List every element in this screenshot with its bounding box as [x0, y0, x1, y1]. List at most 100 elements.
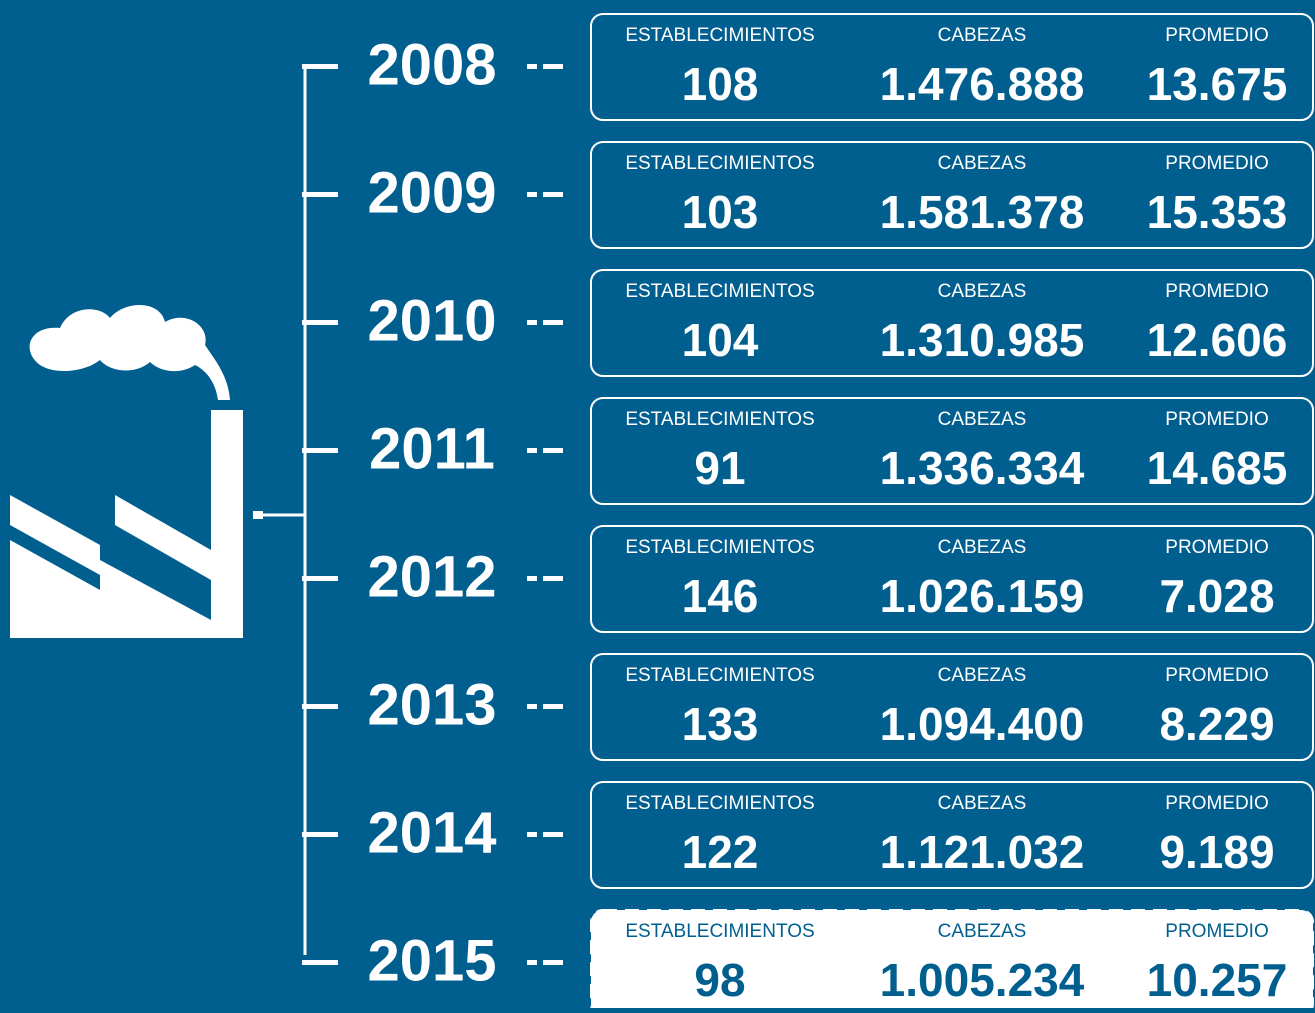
- column-header: ESTABLECIMIENTOS: [625, 921, 814, 942]
- stat-value: 133: [682, 698, 759, 750]
- stat-value: 1.581.378: [880, 186, 1085, 238]
- timeline: [253, 68, 307, 955]
- stat-value: 7.028: [1159, 570, 1274, 622]
- year-row: 2013 ESTABLECIMIENTOS 133 CABEZAS 1.094.400 P…: [302, 653, 1314, 761]
- connector-left: [302, 448, 338, 453]
- column-header: PROMEDIO: [1165, 409, 1268, 430]
- stat-value: 1.336.334: [880, 442, 1085, 494]
- stat-box: [590, 13, 1314, 121]
- connector-right: [543, 320, 563, 325]
- year-row: 2012 ESTABLECIMIENTOS 146 CABEZAS 1.026.159 P…: [302, 525, 1314, 633]
- stat-value: 108: [682, 58, 759, 110]
- column-header: PROMEDIO: [1165, 793, 1268, 814]
- column-header: CABEZAS: [938, 25, 1027, 46]
- factory-icon: [10, 304, 243, 638]
- column-header: ESTABLECIMIENTOS: [625, 153, 814, 174]
- column-header: CABEZAS: [938, 537, 1027, 558]
- stat-box: [590, 269, 1314, 377]
- year: 2013: [367, 672, 496, 737]
- connector-left: [302, 64, 338, 69]
- column-header: CABEZAS: [938, 921, 1027, 942]
- column-header: CABEZAS: [938, 793, 1027, 814]
- connector-right: [543, 192, 563, 197]
- stat-value: 12.606: [1147, 314, 1288, 366]
- stat-box: [590, 909, 1314, 1013]
- column-header: PROMEDIO: [1165, 665, 1268, 686]
- stat-value: 15.353: [1147, 186, 1288, 238]
- column-header: PROMEDIO: [1165, 921, 1268, 942]
- stat-value: 122: [682, 826, 759, 878]
- column-header: ESTABLECIMIENTOS: [625, 281, 814, 302]
- connector-left: [302, 960, 338, 965]
- column-header: ESTABLECIMIENTOS: [625, 537, 814, 558]
- connector-right: [527, 64, 537, 69]
- column-header: ESTABLECIMIENTOS: [625, 409, 814, 430]
- year: 2009: [367, 160, 496, 225]
- stat-value: 103: [682, 186, 759, 238]
- column-header: PROMEDIO: [1165, 537, 1268, 558]
- column-header: CABEZAS: [938, 665, 1027, 686]
- stat-value: 1.310.985: [880, 314, 1085, 366]
- stat-box: [590, 525, 1314, 633]
- column-header: CABEZAS: [938, 281, 1027, 302]
- stat-value: 104: [682, 314, 759, 366]
- connector-left: [302, 320, 338, 325]
- connector-right: [527, 704, 537, 709]
- connector-right: [543, 832, 563, 837]
- connector-right: [543, 64, 563, 69]
- stat-value: 10.257: [1147, 954, 1288, 1006]
- stat-value: 1.121.032: [880, 826, 1085, 878]
- stat-value: 14.685: [1147, 442, 1288, 494]
- stat-value: 1.005.234: [880, 954, 1085, 1006]
- year-row: 2008 ESTABLECIMIENTOS 108 CABEZAS 1.476.888 P…: [302, 13, 1314, 121]
- connector-left: [302, 832, 338, 837]
- stat-value: 9.189: [1159, 826, 1274, 878]
- column-header: CABEZAS: [938, 153, 1027, 174]
- year-row: 2010 ESTABLECIMIENTOS 104 CABEZAS 1.310.985 P…: [302, 269, 1314, 377]
- connector-right: [527, 192, 537, 197]
- stat-box: [590, 141, 1314, 249]
- stat-value: 1.026.159: [880, 570, 1085, 622]
- column-header: PROMEDIO: [1165, 25, 1268, 46]
- connector-right: [543, 704, 563, 709]
- connector-left: [302, 704, 338, 709]
- connector-right: [527, 960, 537, 965]
- stat-box: [590, 653, 1314, 761]
- stat-box: [590, 781, 1314, 889]
- year: 2010: [367, 288, 496, 353]
- connector-right: [527, 448, 537, 453]
- column-header: PROMEDIO: [1165, 153, 1268, 174]
- stat-value: 1.476.888: [880, 58, 1085, 110]
- connector-right: [543, 576, 563, 581]
- connector-right: [527, 576, 537, 581]
- year-row: 2015 ESTABLECIMIENTOS 98 CABEZAS 1.005.234 PR…: [302, 909, 1314, 1013]
- year-row: 2011 ESTABLECIMIENTOS 91 CABEZAS 1.336.334 PR…: [302, 397, 1314, 505]
- connector-right: [527, 320, 537, 325]
- stat-value: 146: [682, 570, 759, 622]
- year: 2008: [367, 32, 496, 97]
- stat-value: 13.675: [1147, 58, 1288, 110]
- connector-left: [302, 576, 338, 581]
- stat-value: 8.229: [1159, 698, 1274, 750]
- year: 2012: [367, 544, 496, 609]
- stat-value: 91: [694, 442, 745, 494]
- connector-right: [543, 960, 563, 965]
- year-row: 2014 ESTABLECIMIENTOS 122 CABEZAS 1.121.032 P…: [302, 781, 1314, 889]
- year: 2014: [367, 800, 496, 865]
- year: 2015: [367, 928, 496, 993]
- column-header: ESTABLECIMIENTOS: [625, 665, 814, 686]
- year-row: 2009 ESTABLECIMIENTOS 103 CABEZAS 1.581.378 P…: [302, 141, 1314, 249]
- column-header: ESTABLECIMIENTOS: [625, 25, 814, 46]
- column-header: CABEZAS: [938, 409, 1027, 430]
- connector-left: [302, 192, 338, 197]
- stat-value: 1.094.400: [880, 698, 1085, 750]
- column-header: PROMEDIO: [1165, 281, 1268, 302]
- stat-value: 98: [694, 954, 745, 1006]
- connector-right: [527, 832, 537, 837]
- year: 2011: [369, 416, 495, 481]
- column-header: ESTABLECIMIENTOS: [625, 793, 814, 814]
- connector-right: [543, 448, 563, 453]
- stat-box: [590, 397, 1314, 505]
